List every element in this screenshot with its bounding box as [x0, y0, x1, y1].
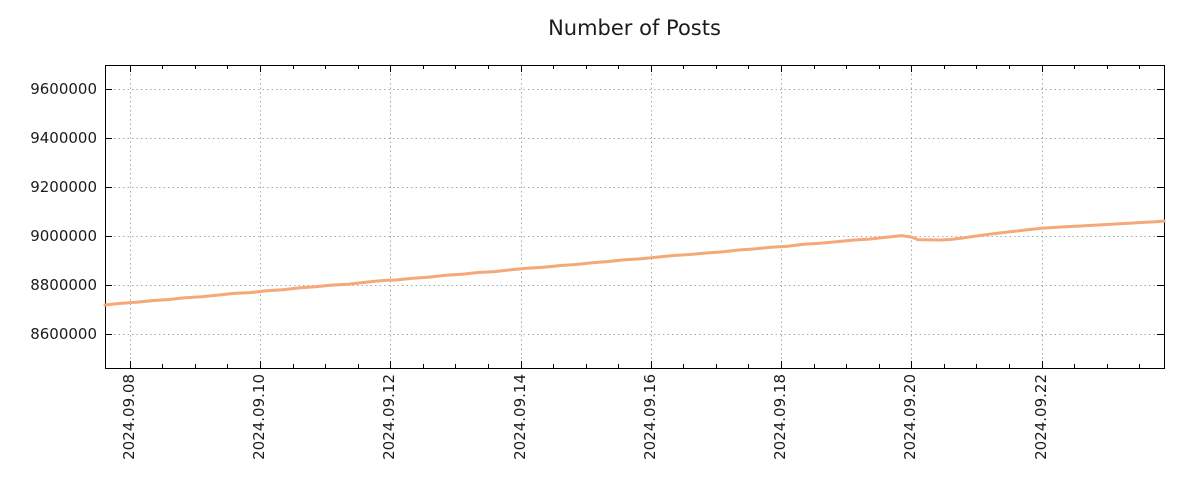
x-tick-label: 2024.09.22: [1031, 374, 1050, 460]
y-tick-label: 8800000: [30, 275, 97, 294]
x-tick-label: 2024.09.16: [640, 374, 659, 460]
x-tick-label: 2024.09.08: [119, 374, 138, 460]
x-tick-label: 2024.09.12: [380, 374, 399, 460]
y-tick-label: 8600000: [30, 324, 97, 343]
x-tick-label: 2024.09.10: [250, 374, 268, 460]
y-tick-label: 9600000: [30, 80, 97, 99]
y-tick-label: 9400000: [30, 129, 97, 148]
x-tick-label: 2024.09.18: [771, 374, 790, 460]
x-tick-label: 2024.09.14: [510, 374, 529, 460]
plot-border: [105, 65, 1165, 369]
chart-title: Number of Posts: [548, 16, 721, 40]
posts-series-line: [103, 219, 1166, 307]
x-tick-label: 2024.09.20: [901, 374, 920, 460]
y-tick-label: 9000000: [30, 227, 97, 246]
y-tick-label: 9200000: [30, 178, 97, 197]
